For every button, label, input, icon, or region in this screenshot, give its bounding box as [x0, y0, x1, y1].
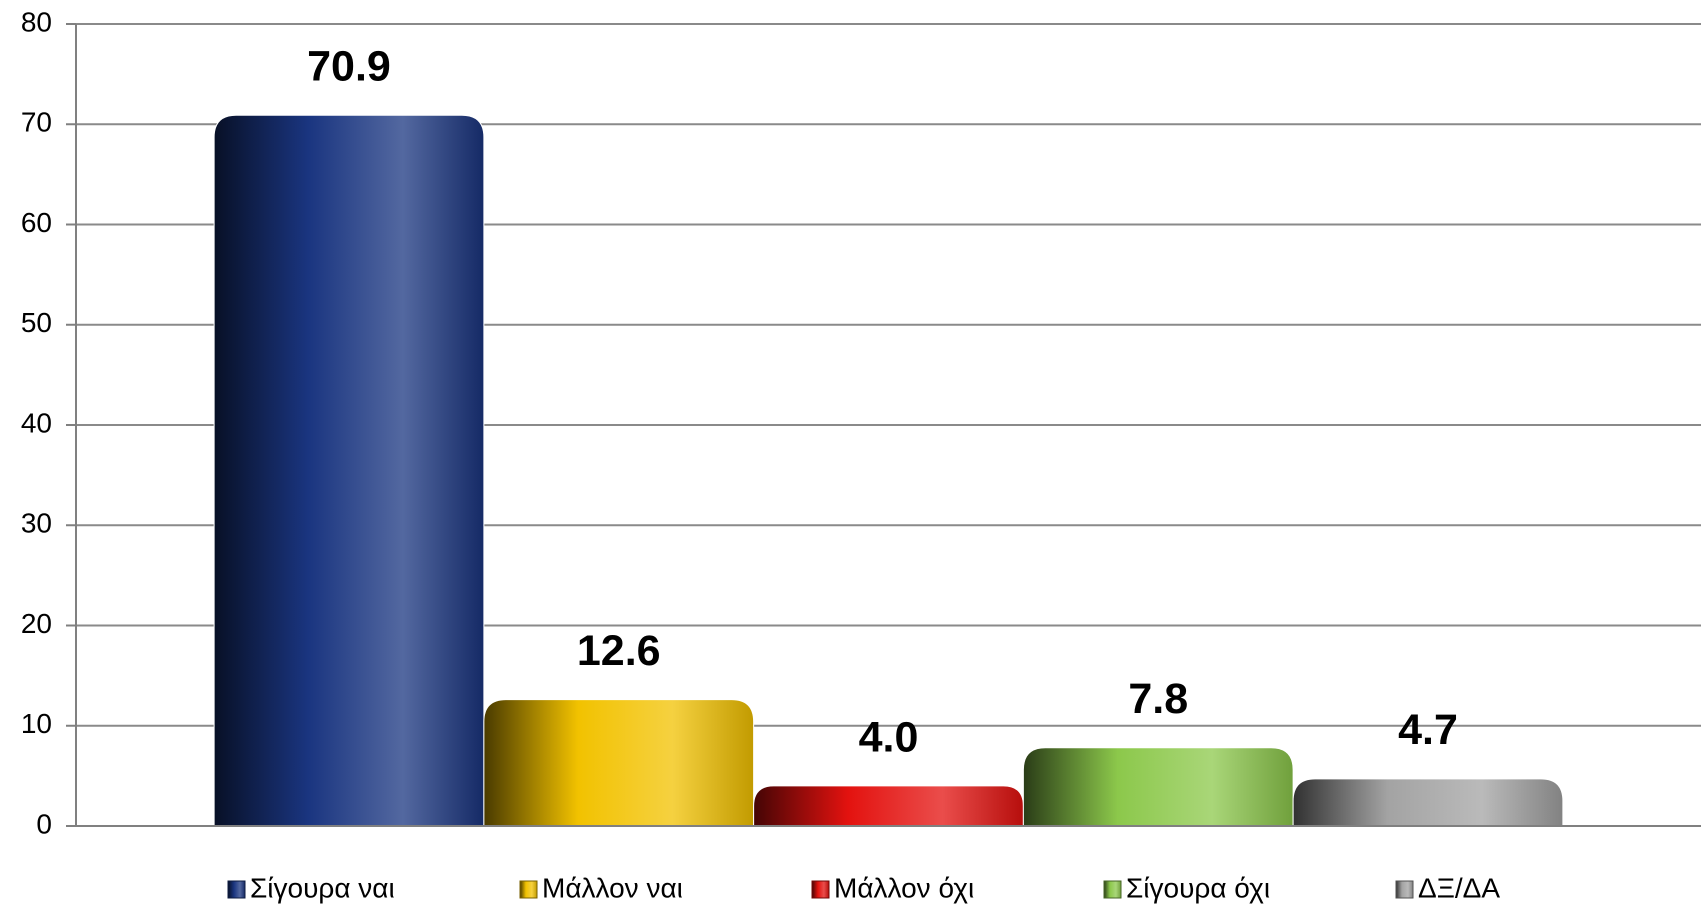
- legend-swatch: [1103, 880, 1122, 899]
- legend-label: Σίγουρα ναι: [250, 872, 395, 903]
- bar: [213, 114, 485, 827]
- data-label: 12.6: [577, 627, 661, 675]
- bar: [1292, 778, 1564, 827]
- legend-swatch: [1395, 880, 1414, 899]
- data-label: 7.8: [1128, 675, 1188, 723]
- data-label: 70.9: [307, 43, 391, 91]
- legend-swatch: [227, 880, 246, 899]
- bar: [483, 699, 755, 827]
- legend-swatch: [811, 880, 830, 899]
- y-tick-label: 80: [21, 6, 52, 37]
- legend-label: Σίγουρα όχι: [1126, 872, 1270, 903]
- legend-label: ΔΞ/ΔΑ: [1418, 872, 1500, 903]
- y-tick-label: 30: [21, 508, 52, 539]
- y-tick-label: 50: [21, 307, 52, 338]
- legend-label: Μάλλον όχι: [834, 872, 974, 903]
- y-tick-label: 60: [21, 207, 52, 238]
- y-tick-label: 0: [36, 808, 52, 839]
- legend-swatch: [519, 880, 538, 899]
- bar: [1022, 747, 1294, 827]
- data-label: 4.7: [1398, 706, 1458, 754]
- data-label: 4.0: [859, 713, 919, 761]
- y-tick-label: 20: [21, 608, 52, 639]
- y-tick-label: 70: [21, 107, 52, 138]
- legend-label: Μάλλον ναι: [542, 872, 683, 903]
- y-tick-label: 10: [21, 708, 52, 739]
- y-tick-label: 40: [21, 407, 52, 438]
- bar: [753, 785, 1024, 827]
